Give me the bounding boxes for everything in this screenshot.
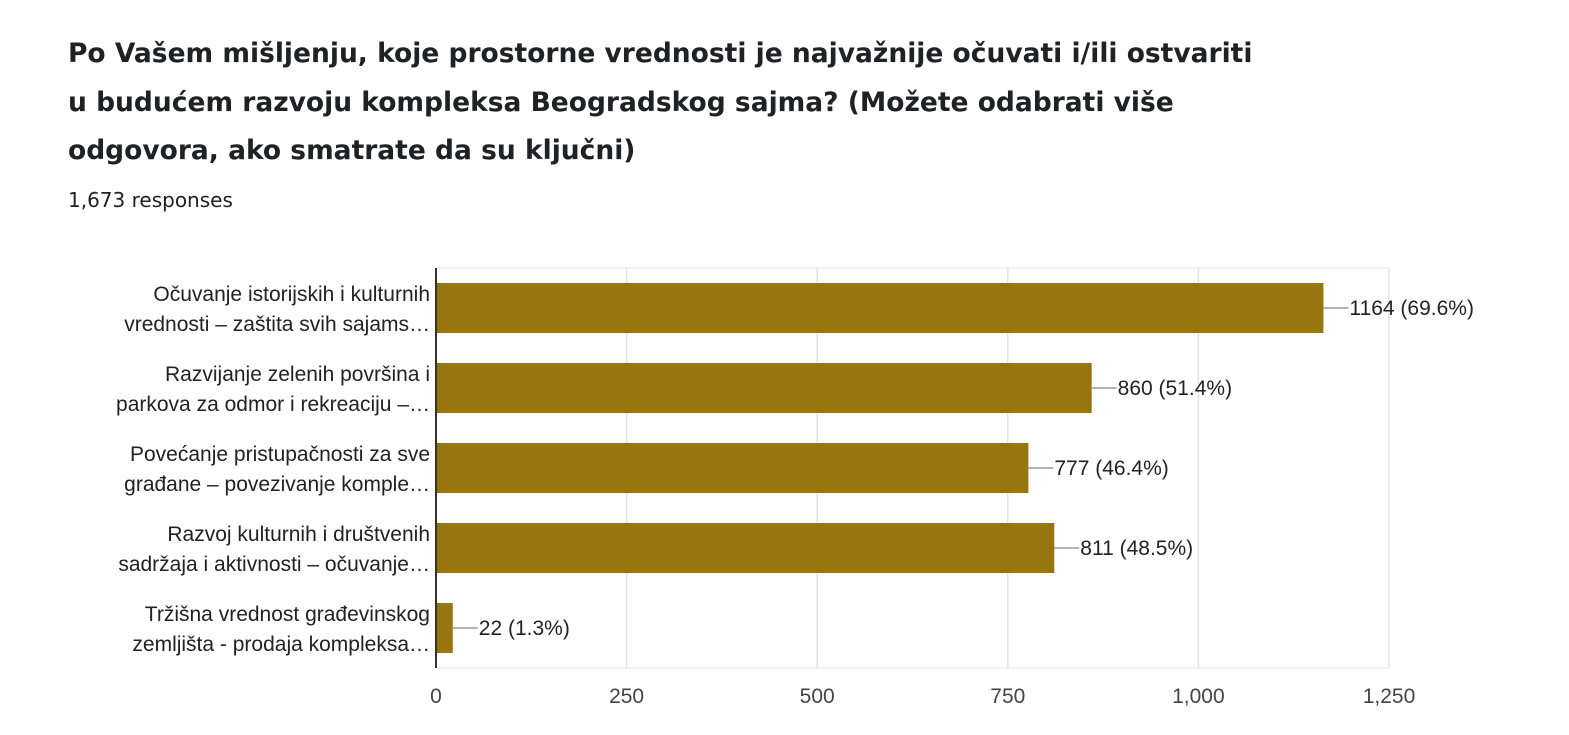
x-tick-label: 0 — [430, 685, 442, 708]
bar — [436, 523, 1055, 573]
category-label: zemljišta - prodaja kompleksa… — [132, 633, 430, 656]
x-axis-ticks: 0 250 500 750 1,000 1,250 — [430, 685, 1415, 708]
bars — [436, 283, 1324, 653]
value-labels: 1164 (69.6%) 860 (51.4%) 777 (46.4%) 811 (4… — [452, 297, 1474, 640]
bar — [436, 443, 1029, 493]
category-label: Tržišna vrednost građevinskog — [145, 603, 430, 626]
category-label: Povećanje pristupačnosti za sve — [130, 443, 430, 466]
category-label: Razvijanje zelenih površina i — [165, 363, 430, 386]
value-label: 22 (1.3%) — [479, 617, 570, 640]
category-label: parkova za odmor i rekreaciju –… — [116, 393, 430, 416]
value-label: 1164 (69.6%) — [1349, 297, 1474, 320]
x-tick-label: 750 — [990, 685, 1025, 708]
category-labels: Očuvanje istorijskih i kulturnih vrednost… — [116, 283, 430, 656]
value-label: 860 (51.4%) — [1118, 377, 1232, 400]
x-tick-label: 250 — [609, 685, 644, 708]
category-label: Očuvanje istorijskih i kulturnih — [153, 283, 430, 306]
value-label: 811 (48.5%) — [1080, 537, 1193, 560]
response-count: 1,673 responses — [68, 188, 233, 212]
bar — [436, 363, 1092, 413]
value-label: 777 (46.4%) — [1054, 457, 1168, 480]
bar — [436, 603, 453, 653]
category-label: Razvoj kulturnih i društvenih — [167, 523, 430, 546]
chart-title: Po Vašem mišljenju, koje prostorne vredn… — [68, 38, 1253, 166]
bar — [436, 283, 1324, 333]
category-label: vrednosti – zaštita svih sajams… — [124, 313, 430, 336]
x-tick-label: 1,000 — [1172, 685, 1225, 708]
x-tick-label: 1,250 — [1363, 685, 1416, 708]
category-label: građane – povezivanje komple… — [124, 473, 430, 496]
x-tick-label: 500 — [800, 685, 835, 708]
category-label: sadržaja i aktivnosti – očuvanje… — [118, 553, 430, 576]
